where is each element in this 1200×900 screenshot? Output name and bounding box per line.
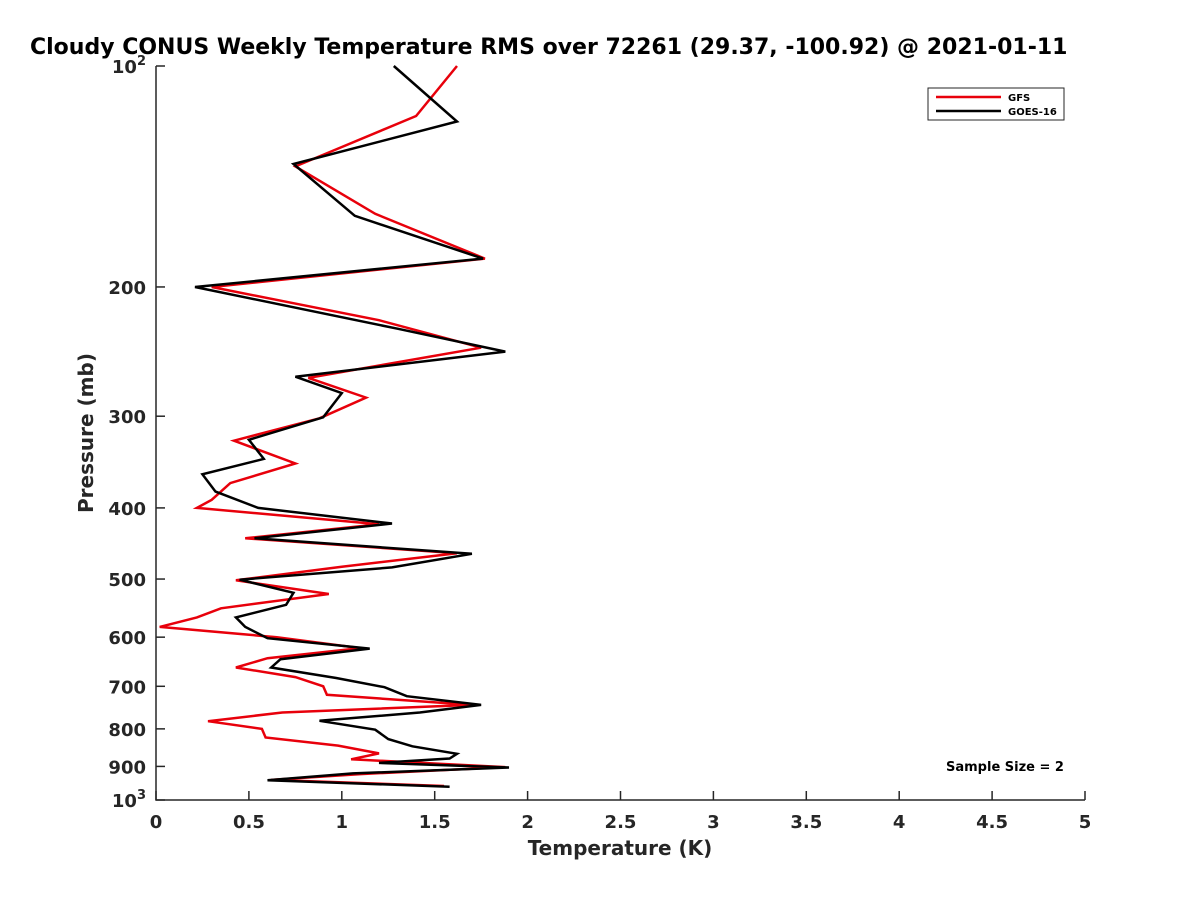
sample-size-annotation: Sample Size = 2 bbox=[946, 760, 1064, 775]
y-tick-label: 200 bbox=[108, 278, 146, 299]
x-axis-label: Temperature (K) bbox=[528, 836, 713, 860]
series-line-gfs bbox=[159, 65, 506, 788]
x-tick-label: 0 bbox=[150, 812, 163, 833]
legend-label-gfs: GFS bbox=[1008, 93, 1030, 104]
plot-area: 0 0.5 1 1.5 2 2.5 3 3.5 4 4.5 5 102 200 300 400 500 600… bbox=[108, 54, 1091, 833]
legend-box bbox=[927, 87, 1065, 121]
y-tick-label: 600 bbox=[108, 628, 146, 649]
x-tick-label: 1 bbox=[336, 812, 349, 833]
axis-lines bbox=[155, 66, 1085, 801]
series-layer bbox=[159, 65, 510, 788]
y-ticks: 102 200 300 400 500 600 700 800 900 103 bbox=[108, 54, 165, 812]
x-tick-label: 3 bbox=[707, 812, 720, 833]
legend: GFS GOES-16 bbox=[927, 87, 1065, 121]
x-tick-label: 4.5 bbox=[976, 812, 1008, 833]
y-tick-label: 800 bbox=[108, 720, 146, 741]
x-tick-label: 2 bbox=[521, 812, 534, 833]
x-ticks: 0 0.5 1 1.5 2 2.5 3 3.5 4 4.5 5 bbox=[150, 791, 1092, 833]
y-axis-label: Pressure (mb) bbox=[74, 353, 98, 513]
y-tick-label: 103 bbox=[112, 788, 146, 812]
chart-title: Cloudy CONUS Weekly Temperature RMS over… bbox=[30, 35, 1067, 60]
y-tick-label: 300 bbox=[108, 407, 146, 428]
y-tick-label: 102 bbox=[112, 54, 146, 78]
x-tick-label: 2.5 bbox=[605, 812, 637, 833]
x-tick-label: 4 bbox=[893, 812, 906, 833]
x-tick-label: 5 bbox=[1079, 812, 1092, 833]
legend-label-goes16: GOES-16 bbox=[1008, 107, 1057, 118]
y-tick-label: 700 bbox=[108, 677, 146, 698]
x-tick-label: 1.5 bbox=[419, 812, 451, 833]
y-tick-label: 900 bbox=[108, 757, 146, 778]
y-tick-label: 400 bbox=[108, 499, 146, 520]
y-tick-label: 500 bbox=[108, 570, 146, 591]
x-tick-label: 0.5 bbox=[233, 812, 265, 833]
series-line-goes-16 bbox=[194, 65, 510, 788]
x-tick-label: 3.5 bbox=[790, 812, 822, 833]
